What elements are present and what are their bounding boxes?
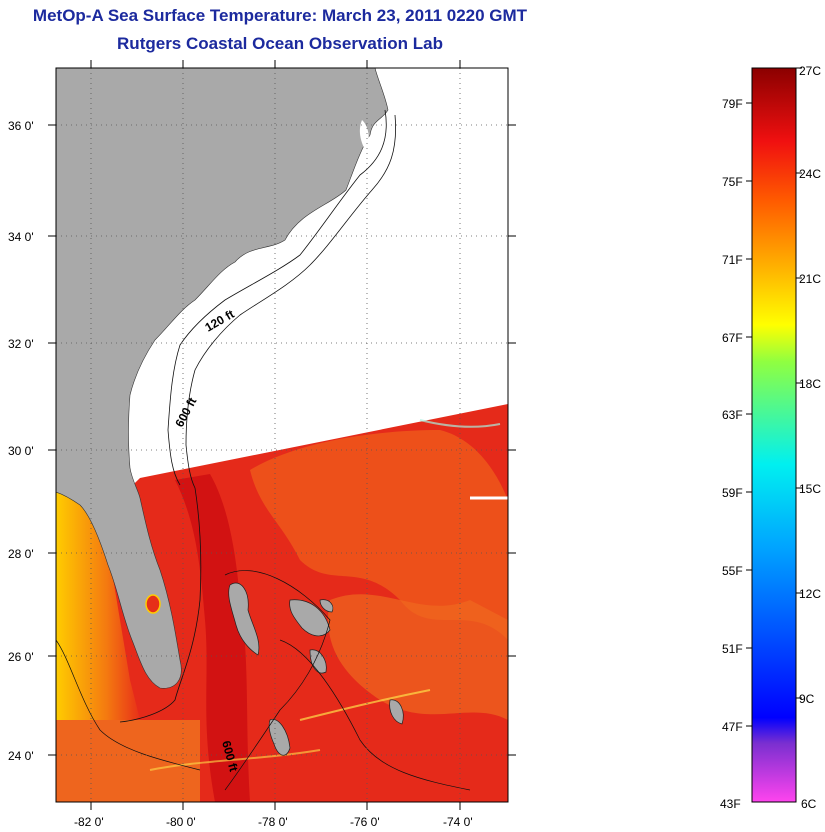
colorbar-label-f: 79F	[722, 97, 743, 111]
lat-label: 32 0'	[8, 337, 34, 351]
colorbar-label-f: 55F	[722, 564, 743, 578]
colorbar-label-c: 9C	[799, 692, 815, 706]
colorbar-label-f: 71F	[722, 253, 743, 267]
lat-label: 26 0'	[8, 650, 34, 664]
lon-label: -82 0'	[74, 815, 104, 829]
colorbar-label-c: 12C	[799, 587, 821, 601]
colorbar-label-c: 15C	[799, 482, 821, 496]
lon-label: -78 0'	[258, 815, 288, 829]
sst-warm-patch	[250, 430, 508, 640]
colorbar-label-f: 59F	[722, 486, 743, 500]
colorbar-label-c: 27C	[799, 64, 821, 78]
bahamas-banks	[228, 582, 260, 656]
gulf-stream	[175, 474, 250, 802]
axis-ticks	[48, 60, 516, 810]
colorbar-label-c: 24C	[799, 167, 821, 181]
colorbar-label-f: 43F	[720, 797, 741, 811]
map-subtitle: Rutgers Coastal Ocean Observation Lab	[117, 34, 443, 53]
lat-label: 28 0'	[8, 547, 34, 561]
map-title: MetOp-A Sea Surface Temperature: March 2…	[32, 6, 528, 25]
contour-600ft	[119, 114, 396, 723]
lat-label: 30 0'	[8, 444, 34, 458]
colorbar-label-f: 63F	[722, 408, 743, 422]
lon-label: -74 0'	[443, 815, 473, 829]
lat-label: 24 0'	[8, 749, 34, 763]
grid-lines	[56, 68, 508, 802]
colorbar-label-f: 75F	[722, 175, 743, 189]
colorbar-label-c: 18C	[799, 377, 821, 391]
colorbar-label-f: 51F	[722, 642, 743, 656]
colorbar-label-c: 21C	[799, 272, 821, 286]
colorbar-label-f: 47F	[722, 720, 743, 734]
land-us-coast	[56, 68, 389, 689]
colorbar-ticks	[746, 67, 802, 727]
colorbar-label-f: 67F	[722, 331, 743, 345]
lon-label: -76 0'	[350, 815, 380, 829]
lat-label: 36 0'	[8, 119, 34, 133]
gulf-of-mexico	[56, 490, 140, 720]
lat-label: 34 0'	[8, 230, 34, 244]
colorbar	[751, 67, 797, 803]
lon-label: -80 0'	[166, 815, 196, 829]
contour-120ft	[167, 109, 387, 486]
colorbar-label-c: 6C	[801, 797, 817, 811]
